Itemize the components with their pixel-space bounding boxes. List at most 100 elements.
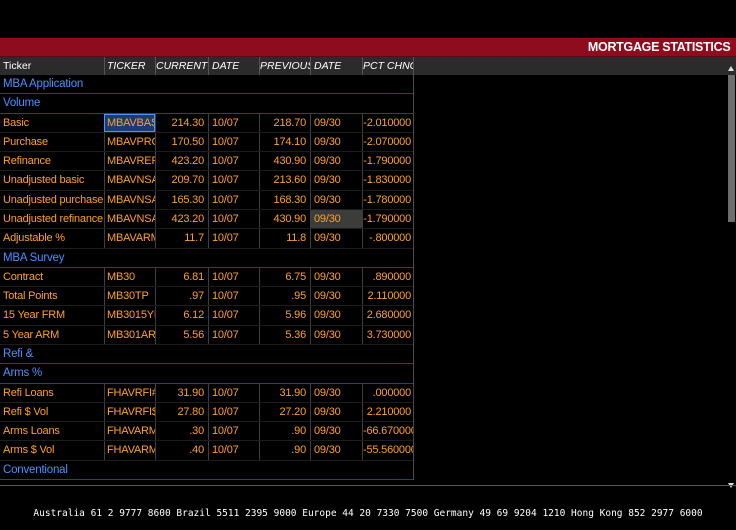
pct-chng-cell[interactable]: -1.830000 <box>362 171 413 190</box>
current-value-cell[interactable]: 170.50 <box>155 132 208 152</box>
pct-chng-cell[interactable]: -2.010000 <box>362 113 413 132</box>
previous-value-cell[interactable]: 213.60 <box>259 171 310 190</box>
current-date-cell[interactable]: 10/07 <box>208 441 259 460</box>
scrollbar-thumb[interactable] <box>728 75 735 222</box>
ticker-cell[interactable]: MBAVARM% <box>104 229 155 248</box>
pct-chng-cell[interactable]: 3.730000 <box>362 325 413 344</box>
row-label[interactable]: Contract <box>3 270 43 283</box>
pct-chng-cell[interactable]: -2.070000 <box>362 132 413 152</box>
previous-value-cell[interactable]: 174.10 <box>259 132 310 152</box>
pct-chng-cell[interactable]: 2.210000 <box>362 402 413 422</box>
previous-value-cell[interactable]: 430.90 <box>259 152 310 171</box>
ticker-cell[interactable]: MB3015YR <box>104 306 155 325</box>
current-date-cell[interactable]: 10/07 <box>208 113 259 132</box>
pct-chng-cell[interactable]: -55.560000 <box>362 441 413 460</box>
current-value-cell[interactable]: 423.20 <box>155 152 208 171</box>
current-date-cell[interactable]: 10/07 <box>208 402 259 422</box>
current-date-cell[interactable]: 10/07 <box>208 383 259 402</box>
ticker-cell[interactable]: MBAVNSAP <box>104 190 155 209</box>
previous-date-cell[interactable]: 09/30 <box>310 383 362 402</box>
current-date-cell[interactable]: 10/07 <box>208 267 259 287</box>
ticker-cell[interactable]: FHAVRFI$ <box>104 402 155 422</box>
previous-date-cell[interactable]: 09/30 <box>310 209 362 229</box>
row-label[interactable]: Refinance <box>3 155 51 168</box>
row-label[interactable]: Total Points <box>3 290 58 303</box>
current-value-cell[interactable]: 165.30 <box>155 190 208 209</box>
previous-date-cell[interactable]: 09/30 <box>310 306 362 325</box>
previous-value-cell[interactable]: 168.30 <box>259 190 310 209</box>
pct-chng-cell[interactable]: .890000 <box>362 267 413 287</box>
previous-value-cell[interactable]: .90 <box>259 441 310 460</box>
pct-chng-cell[interactable]: -1.790000 <box>362 152 413 171</box>
current-date-cell[interactable]: 10/07 <box>208 306 259 325</box>
current-value-cell[interactable]: .40 <box>155 441 208 460</box>
pct-chng-cell[interactable]: -1.790000 <box>362 209 413 229</box>
previous-value-cell[interactable]: 5.36 <box>259 325 310 344</box>
row-label[interactable]: Adjustable % <box>3 232 65 245</box>
previous-value-cell[interactable]: 6.75 <box>259 267 310 287</box>
previous-value-cell[interactable]: 27.20 <box>259 402 310 422</box>
previous-value-cell[interactable]: 11.8 <box>259 229 310 248</box>
current-value-cell[interactable]: 27.80 <box>155 402 208 422</box>
row-label[interactable]: Purchase <box>3 135 48 148</box>
row-label[interactable]: Unadjusted purchase <box>3 193 104 206</box>
scroll-up-icon[interactable] <box>728 66 734 71</box>
current-date-cell[interactable]: 10/07 <box>208 132 259 152</box>
current-date-cell[interactable]: 10/07 <box>208 287 259 306</box>
current-value-cell[interactable]: 423.20 <box>155 209 208 229</box>
previous-date-cell[interactable]: 09/30 <box>310 267 362 287</box>
row-label[interactable]: 5 Year ARM <box>3 328 60 341</box>
current-value-cell[interactable]: 11.7 <box>155 229 208 248</box>
row-label[interactable]: Unadjusted basic <box>3 174 85 187</box>
row-label[interactable]: Refi $ Vol <box>3 405 49 418</box>
previous-date-cell[interactable]: 09/30 <box>310 422 362 441</box>
current-date-cell[interactable]: 10/07 <box>208 229 259 248</box>
current-date-cell[interactable]: 10/07 <box>208 325 259 344</box>
current-date-cell[interactable]: 10/07 <box>208 209 259 229</box>
current-value-cell[interactable]: .30 <box>155 422 208 441</box>
previous-date-cell[interactable]: 09/30 <box>310 441 362 460</box>
current-date-cell[interactable]: 10/07 <box>208 152 259 171</box>
pct-chng-cell[interactable]: -66.670000 <box>362 422 413 441</box>
previous-date-cell[interactable]: 09/30 <box>310 113 362 132</box>
previous-value-cell[interactable]: .90 <box>259 422 310 441</box>
ticker-cell[interactable]: FHAVARM# <box>104 422 155 441</box>
previous-value-cell[interactable]: 430.90 <box>259 209 310 229</box>
current-date-cell[interactable]: 10/07 <box>208 171 259 190</box>
ticker-cell[interactable]: MBAVNSAB <box>104 171 155 190</box>
previous-date-cell[interactable]: 09/30 <box>310 171 362 190</box>
previous-value-cell[interactable]: 218.70 <box>259 113 310 132</box>
current-value-cell[interactable]: .97 <box>155 287 208 306</box>
current-value-cell[interactable]: 209.70 <box>155 171 208 190</box>
ticker-cell[interactable]: FHAVRFI# <box>104 383 155 402</box>
ticker-cell[interactable]: MBAVNSAR <box>104 209 155 229</box>
ticker-cell[interactable]: MBAVPRCH <box>104 132 155 152</box>
pct-chng-cell[interactable]: -.800000 <box>362 229 413 248</box>
current-value-cell[interactable]: 6.81 <box>155 267 208 287</box>
pct-chng-cell[interactable]: .000000 <box>362 383 413 402</box>
previous-date-cell[interactable]: 09/30 <box>310 287 362 306</box>
row-label[interactable]: 15 Year FRM <box>3 309 66 322</box>
previous-date-cell[interactable]: 09/30 <box>310 229 362 248</box>
current-value-cell[interactable]: 31.90 <box>155 383 208 402</box>
current-value-cell[interactable]: 5.56 <box>155 325 208 344</box>
previous-date-cell[interactable]: 09/30 <box>310 325 362 344</box>
pct-chng-cell[interactable]: 2.680000 <box>362 306 413 325</box>
row-label[interactable]: Refi Loans <box>3 386 54 399</box>
row-label[interactable]: Basic <box>3 116 29 129</box>
current-date-cell[interactable]: 10/07 <box>208 422 259 441</box>
row-label[interactable]: Arms Loans <box>3 425 60 438</box>
ticker-cell[interactable]: MB301ARM <box>104 325 155 344</box>
row-label[interactable]: Unadjusted refinance <box>3 212 103 225</box>
previous-value-cell[interactable]: 31.90 <box>259 383 310 402</box>
ticker-cell[interactable]: MB30 <box>104 267 155 287</box>
previous-date-cell[interactable]: 09/30 <box>310 402 362 422</box>
previous-value-cell[interactable]: 5.96 <box>259 306 310 325</box>
ticker-cell[interactable]: MB30TP <box>104 287 155 306</box>
ticker-cell[interactable]: MBAVBASC <box>104 113 155 132</box>
previous-date-cell[interactable]: 09/30 <box>310 190 362 209</box>
current-value-cell[interactable]: 6.12 <box>155 306 208 325</box>
ticker-cell[interactable]: MBAVREFI <box>104 152 155 171</box>
pct-chng-cell[interactable]: 2.110000 <box>362 287 413 306</box>
pct-chng-cell[interactable]: -1.780000 <box>362 190 413 209</box>
